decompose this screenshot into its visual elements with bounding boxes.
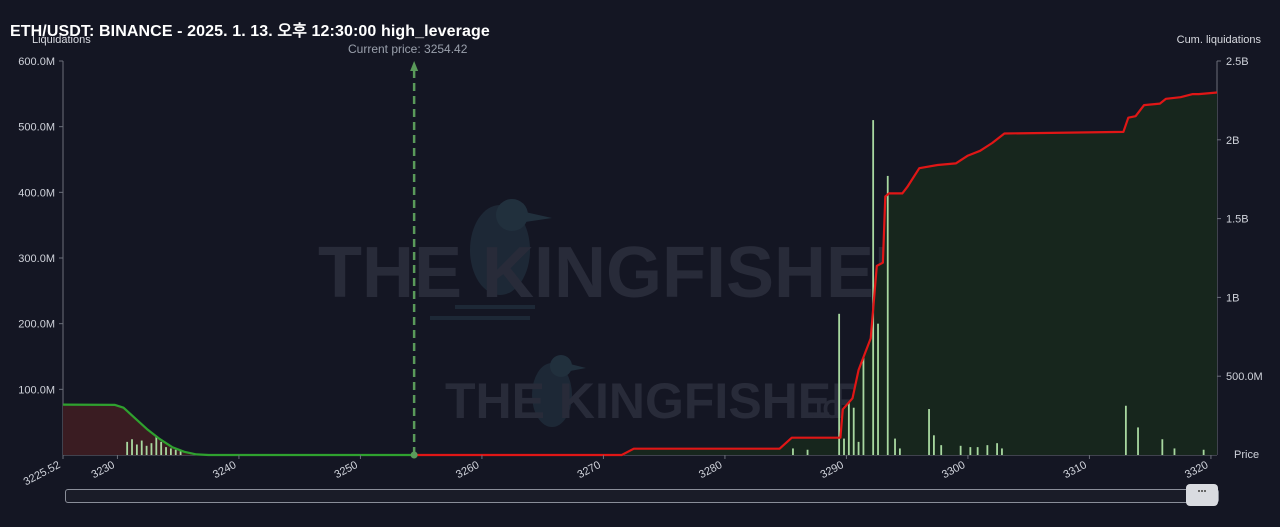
x-tick-label: 3270 <box>576 459 603 481</box>
y-right-tick-label: 2B <box>1226 135 1239 147</box>
x-tick-label: 3280 <box>697 459 724 481</box>
long-cum-area <box>63 404 415 455</box>
liquidation-bar <box>843 438 845 455</box>
y-left-tick-label: 600.0M <box>18 56 55 68</box>
liquidation-bar <box>940 445 943 455</box>
y-right-tick-label: 500.0M <box>1226 371 1263 383</box>
liquidation-bar <box>862 356 865 455</box>
x-tick-label: 3320 <box>1183 459 1210 481</box>
x-tick-label: 3290 <box>819 459 846 481</box>
watermark: THE KINGFISHER .IO THE KINGFISHER .IO <box>318 199 963 429</box>
y-left-tick-label: 400.0M <box>18 187 55 199</box>
y-right-tick-label: 2.5B <box>1226 56 1249 68</box>
x-tick-label: 3225.52 <box>22 459 63 488</box>
liquidation-bars <box>126 120 1205 455</box>
liquidation-bar <box>160 441 163 455</box>
liquidation-bar <box>179 451 182 455</box>
current-price-dot <box>410 451 418 459</box>
x-axis-title: Price <box>1234 449 1259 461</box>
liquidation-bar <box>1173 448 1176 455</box>
liquidation-bar <box>838 313 841 455</box>
liquidation-bar <box>806 449 809 455</box>
liquidation-bar <box>1137 427 1139 455</box>
watermark-text-bottom: THE KINGFISHER <box>445 373 867 429</box>
liquidation-bar <box>886 175 889 455</box>
x-tick-label: 3300 <box>940 459 967 481</box>
liquidation-bar <box>959 445 962 455</box>
kingfisher-logo-icon-small <box>532 355 586 427</box>
liquidation-bar <box>155 436 158 455</box>
liquidation-bar <box>928 409 930 455</box>
watermark-text-top: THE KINGFISHER <box>318 233 926 313</box>
y-left-tick-label: 500.0M <box>18 122 55 134</box>
liquidation-bar <box>847 402 850 455</box>
x-tick-label: 3230 <box>90 459 117 481</box>
range-slider-handle[interactable] <box>1186 484 1218 506</box>
chart-title: ETH/USDT: BINANCE - 2025. 1. 13. 오후 12:3… <box>10 23 490 40</box>
short-cum-area <box>414 92 1218 455</box>
watermark-suffix-bottom: .IO <box>808 394 843 424</box>
liquidation-bar <box>872 120 875 455</box>
x-tick-label: 3250 <box>333 459 360 481</box>
liquidation-bar <box>174 449 177 455</box>
liquidation-bar <box>877 323 879 455</box>
y-right-tick-label: 1B <box>1226 292 1239 304</box>
left-axis-title: Liquidations <box>32 34 91 46</box>
current-price-label: Current price: 3254.42 <box>348 42 468 56</box>
x-tick-label: 3310 <box>1062 459 1089 481</box>
liquidation-bar <box>976 447 979 455</box>
liquidation-bar <box>986 445 989 455</box>
area-fills <box>63 92 1218 455</box>
liquidation-bar <box>1124 405 1127 455</box>
y-left-tick-label: 300.0M <box>18 253 55 265</box>
liquidation-bar <box>131 439 133 455</box>
kingfisher-logo-icon <box>430 199 552 320</box>
right-axis-title: Cum. liquidations <box>1176 34 1261 46</box>
liquidation-bar <box>150 443 153 455</box>
liquidation-bar <box>140 440 143 455</box>
liquidation-bar <box>1202 449 1205 455</box>
y-right-tick-label: 1.5B <box>1226 214 1249 226</box>
current-price-marker <box>410 61 419 459</box>
liquidation-bar <box>1001 448 1003 455</box>
liquidation-bar <box>852 407 855 455</box>
liquidation-bar <box>933 435 935 455</box>
current-price-arrow-icon <box>410 61 419 71</box>
cumulative-lines <box>62 91 1218 457</box>
liquidation-bar <box>898 448 901 455</box>
long-cum-line <box>62 403 415 457</box>
x-tick-label: 3260 <box>454 459 481 481</box>
liquidation-bar <box>969 447 972 455</box>
x-tick-label: 3240 <box>211 459 238 481</box>
liquidation-bar <box>126 441 129 455</box>
liquidation-bar <box>996 443 998 455</box>
y-left-tick-label: 200.0M <box>18 319 55 331</box>
y-left-tick-label: 100.0M <box>18 384 55 396</box>
liquidation-bar <box>169 448 172 455</box>
liquidation-bar <box>857 441 860 455</box>
short-cum-line <box>414 91 1218 457</box>
liquidation-bar <box>145 445 148 455</box>
liquidation-bar <box>135 444 138 455</box>
liquidation-bar <box>165 447 167 455</box>
liquidation-bar <box>894 438 896 455</box>
liquidation-bar <box>792 448 794 455</box>
liquidation-bar <box>1161 439 1164 455</box>
range-slider-track[interactable] <box>65 489 1219 503</box>
